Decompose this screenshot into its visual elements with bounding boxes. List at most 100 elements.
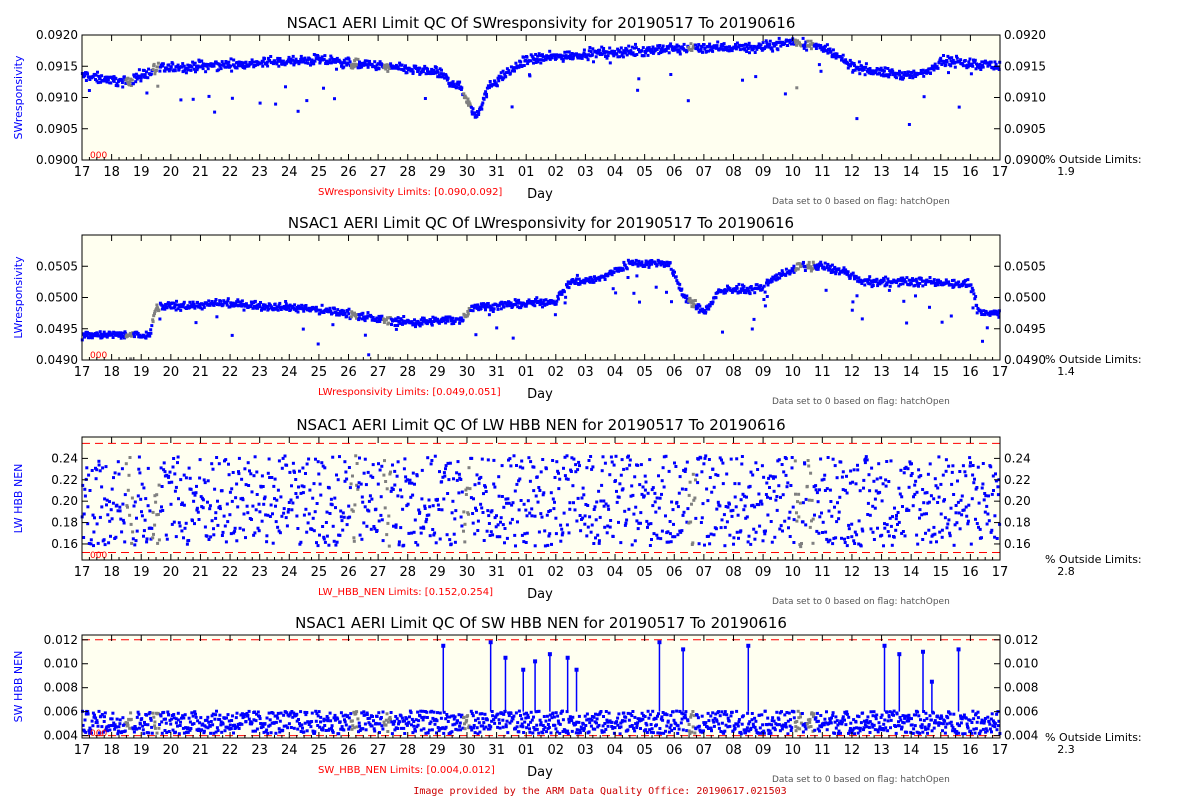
- panel3-point: [807, 465, 810, 468]
- panel3-point: [123, 540, 126, 543]
- panel3-point: [904, 534, 907, 537]
- panel2-point: [183, 301, 186, 304]
- panel2-xtick-label: 21: [192, 365, 209, 380]
- panel4-point: [93, 714, 96, 717]
- panel1-point: [213, 65, 216, 68]
- panel3-point: [308, 512, 311, 515]
- panel1-point: [221, 60, 224, 63]
- panel3-point: [161, 485, 164, 488]
- panel1-point: [220, 67, 223, 70]
- panel2-point: [367, 311, 370, 314]
- panel3-point: [874, 507, 877, 510]
- panel3-point: [331, 503, 334, 506]
- panel3-point: [204, 526, 207, 529]
- panel3-point: [618, 496, 621, 499]
- panel3-point: [527, 456, 530, 459]
- panel1-point: [147, 68, 150, 71]
- panel3-point: [357, 485, 360, 488]
- panel2-point: [889, 285, 892, 288]
- panel3-point: [789, 484, 792, 487]
- panel1-point: [511, 105, 514, 108]
- panel1-point: [460, 86, 463, 89]
- panel3-point: [939, 483, 942, 486]
- panel3-point: [957, 501, 960, 504]
- panel2-point: [555, 303, 558, 306]
- panel1-point: [334, 61, 337, 64]
- panel3-point: [824, 531, 827, 534]
- panel3-point: [938, 496, 941, 499]
- panel3-point: [479, 503, 482, 506]
- panel1-point: [140, 76, 143, 79]
- panel1-xtick-label: 02: [548, 165, 565, 180]
- panel1-point: [181, 62, 184, 65]
- panel1-point: [526, 56, 529, 59]
- panel2-point: [394, 324, 397, 327]
- panel3-point: [359, 534, 362, 537]
- panel3-point: [506, 537, 509, 540]
- panel3-point: [379, 514, 382, 517]
- panel4-point: [156, 732, 159, 735]
- panel3-point: [601, 469, 604, 472]
- panel3-point: [301, 467, 304, 470]
- panel1-xtick-label: 15: [933, 165, 950, 180]
- panel2-point: [315, 306, 318, 309]
- panel3-xtick-label: 31: [488, 565, 505, 580]
- panel3-point: [288, 471, 291, 474]
- panel3-point: [574, 508, 577, 511]
- panel3-point: [740, 463, 743, 466]
- panel3-point: [631, 543, 634, 546]
- panel2-outside-value: 1.4: [1057, 365, 1075, 378]
- panel1-point: [335, 68, 338, 71]
- panel3-point: [391, 464, 394, 467]
- panel3-point: [353, 540, 356, 543]
- panel3-point: [133, 543, 136, 546]
- panel2-point: [278, 302, 281, 305]
- panel1-point: [959, 58, 962, 61]
- panel2-xtick-label: 02: [548, 365, 565, 380]
- panel2-xtick-label: 05: [636, 365, 653, 380]
- panel3-ytick-label: 0.20: [51, 494, 78, 508]
- panel3-point: [757, 493, 760, 496]
- panel3-point: [879, 476, 882, 479]
- panel2-point: [556, 295, 559, 298]
- panel3-point: [847, 524, 850, 527]
- panel1-point: [795, 86, 798, 89]
- panel3-point: [797, 515, 800, 518]
- panel3-point: [708, 542, 711, 545]
- panel3-point: [710, 533, 713, 536]
- panel3-point: [302, 491, 305, 494]
- panel3-point: [786, 481, 789, 484]
- panel3-point: [120, 530, 123, 533]
- panel3-point: [537, 501, 540, 504]
- panel3-point: [945, 458, 948, 461]
- panel3-point: [221, 489, 224, 492]
- panel4-point: [94, 717, 97, 720]
- panel3-point: [457, 491, 460, 494]
- panel3-point: [947, 518, 950, 521]
- panel3-point: [682, 514, 685, 517]
- panel3-point: [268, 458, 271, 461]
- panel3-point: [291, 502, 294, 505]
- panel2-point: [563, 290, 566, 293]
- panel3-point: [858, 519, 861, 522]
- panel1-point: [109, 82, 112, 85]
- panel3-point: [258, 529, 261, 532]
- panel3-point: [917, 468, 920, 471]
- panel1-point: [563, 51, 566, 54]
- panel3-point: [321, 525, 324, 528]
- panel3-point: [829, 489, 832, 492]
- panel1-point: [820, 70, 823, 73]
- panel1-point: [192, 98, 195, 101]
- panel2-point: [974, 295, 977, 298]
- panel4-point: [160, 714, 163, 717]
- panel3-point: [131, 497, 134, 500]
- panel3-point: [377, 462, 380, 465]
- panel4-point: [91, 724, 94, 727]
- panel3-point: [246, 511, 249, 514]
- panel3-point: [156, 542, 159, 545]
- panel2-point: [804, 269, 807, 272]
- panel3-point: [799, 545, 802, 548]
- panel3-point: [381, 518, 384, 521]
- panel3-point: [330, 498, 333, 501]
- panel3-point: [503, 541, 506, 544]
